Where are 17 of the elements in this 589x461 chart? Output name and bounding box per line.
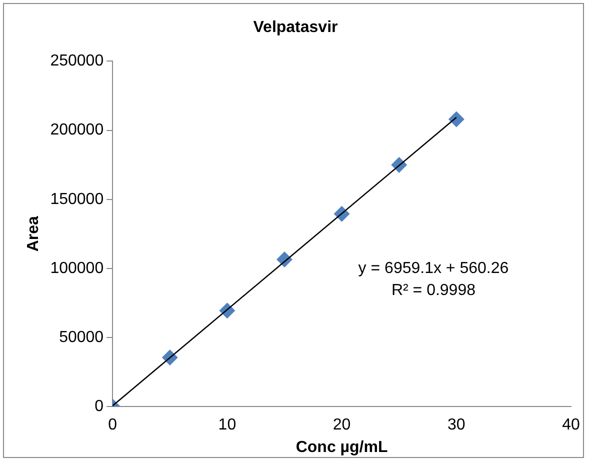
x-tick-label: 40 bbox=[562, 416, 580, 434]
y-tick-label: 0 bbox=[94, 398, 104, 416]
y-tick-label: 100000 bbox=[50, 260, 104, 277]
x-axis-title: Conc µg/mL bbox=[296, 438, 388, 456]
x-tick-label: 20 bbox=[332, 416, 351, 434]
x-tick-label: 0 bbox=[108, 416, 118, 434]
y-tick-label: 150000 bbox=[50, 190, 104, 208]
annotation: R² = 0.9998 bbox=[391, 282, 476, 299]
x-tick-label: 10 bbox=[218, 416, 236, 434]
y-tick-label: 50000 bbox=[59, 328, 104, 346]
annotation: y = 6959.1x + 560.26 bbox=[358, 260, 509, 277]
y-tick-label: 250000 bbox=[50, 52, 104, 70]
y-tick-label: 200000 bbox=[50, 122, 104, 139]
y-axis-title: Area bbox=[25, 216, 42, 252]
x-tick-label: 30 bbox=[448, 416, 466, 434]
chart-title: Velpatasvir bbox=[253, 19, 338, 36]
point bbox=[448, 111, 464, 128]
